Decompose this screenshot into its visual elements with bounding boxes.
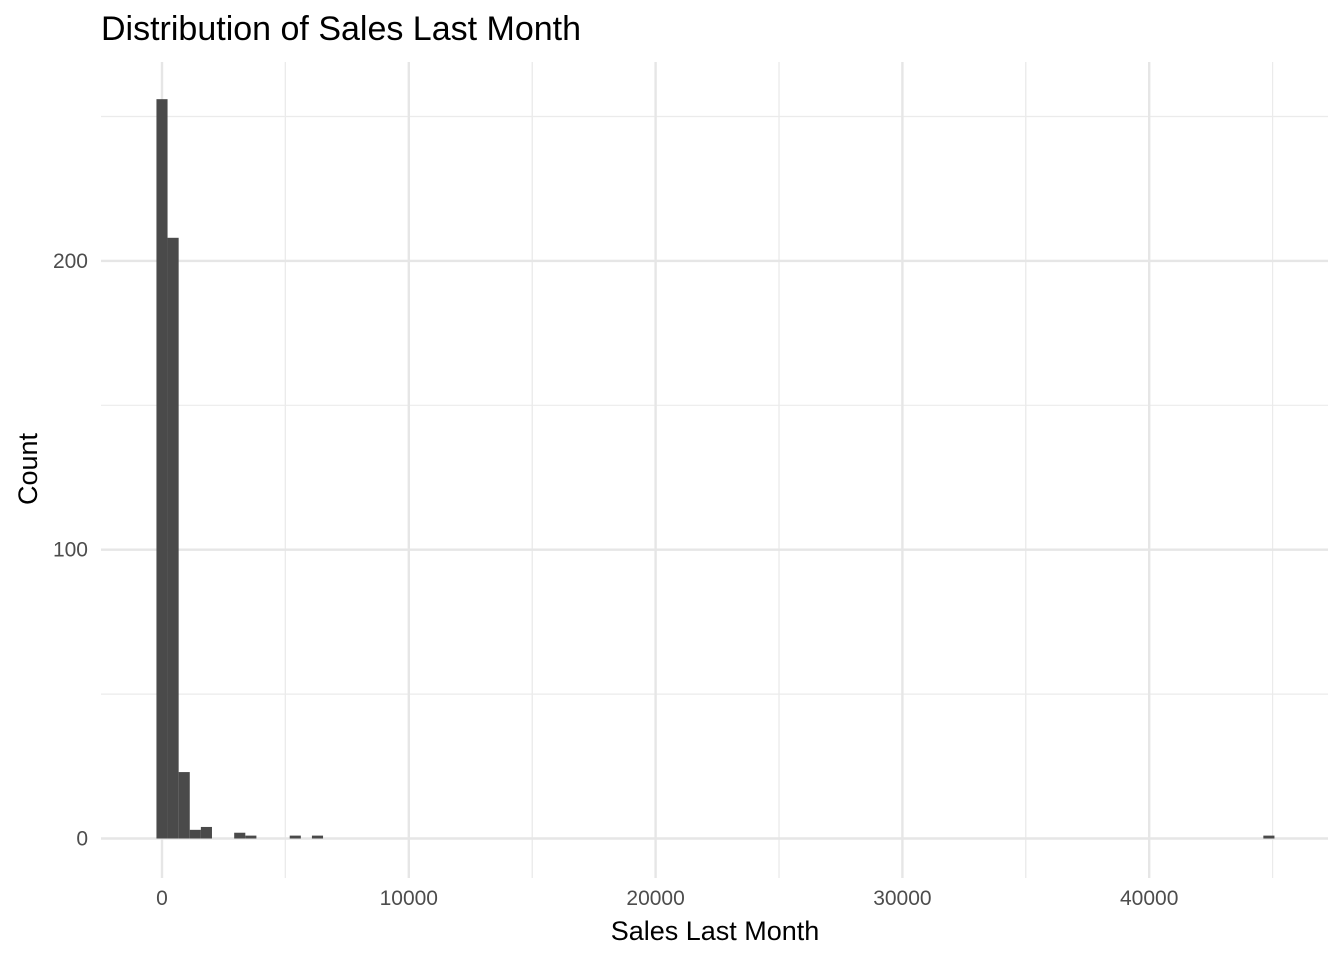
histogram-bar [178,772,190,839]
x-tick-label: 0 [156,887,168,910]
y-axis-ticks: 0 100 200 [53,250,88,851]
histogram-bar [234,832,246,839]
histogram-bar [1263,835,1275,839]
histogram-bar [189,829,201,839]
histogram-bar [289,835,301,839]
grid-layer [101,62,1328,878]
y-tick-label: 0 [76,828,88,851]
histogram-bar [245,835,257,839]
chart-title: Distribution of Sales Last Month [101,10,581,48]
x-axis-ticks: 0 10000 20000 30000 40000 [156,887,1178,910]
bars-layer [156,99,1275,839]
y-tick-label: 100 [53,539,88,562]
x-tick-label: 10000 [380,887,438,910]
x-axis-title: Sales Last Month [611,916,820,946]
x-tick-label: 40000 [1120,887,1178,910]
histogram-bar [311,835,324,839]
histogram-bar [167,237,179,839]
histogram-bar [200,826,212,839]
x-tick-label: 20000 [626,887,684,910]
y-axis-title: Count [13,432,43,505]
histogram-bar [156,99,168,839]
y-tick-label: 200 [53,250,88,273]
x-tick-label: 30000 [873,887,931,910]
